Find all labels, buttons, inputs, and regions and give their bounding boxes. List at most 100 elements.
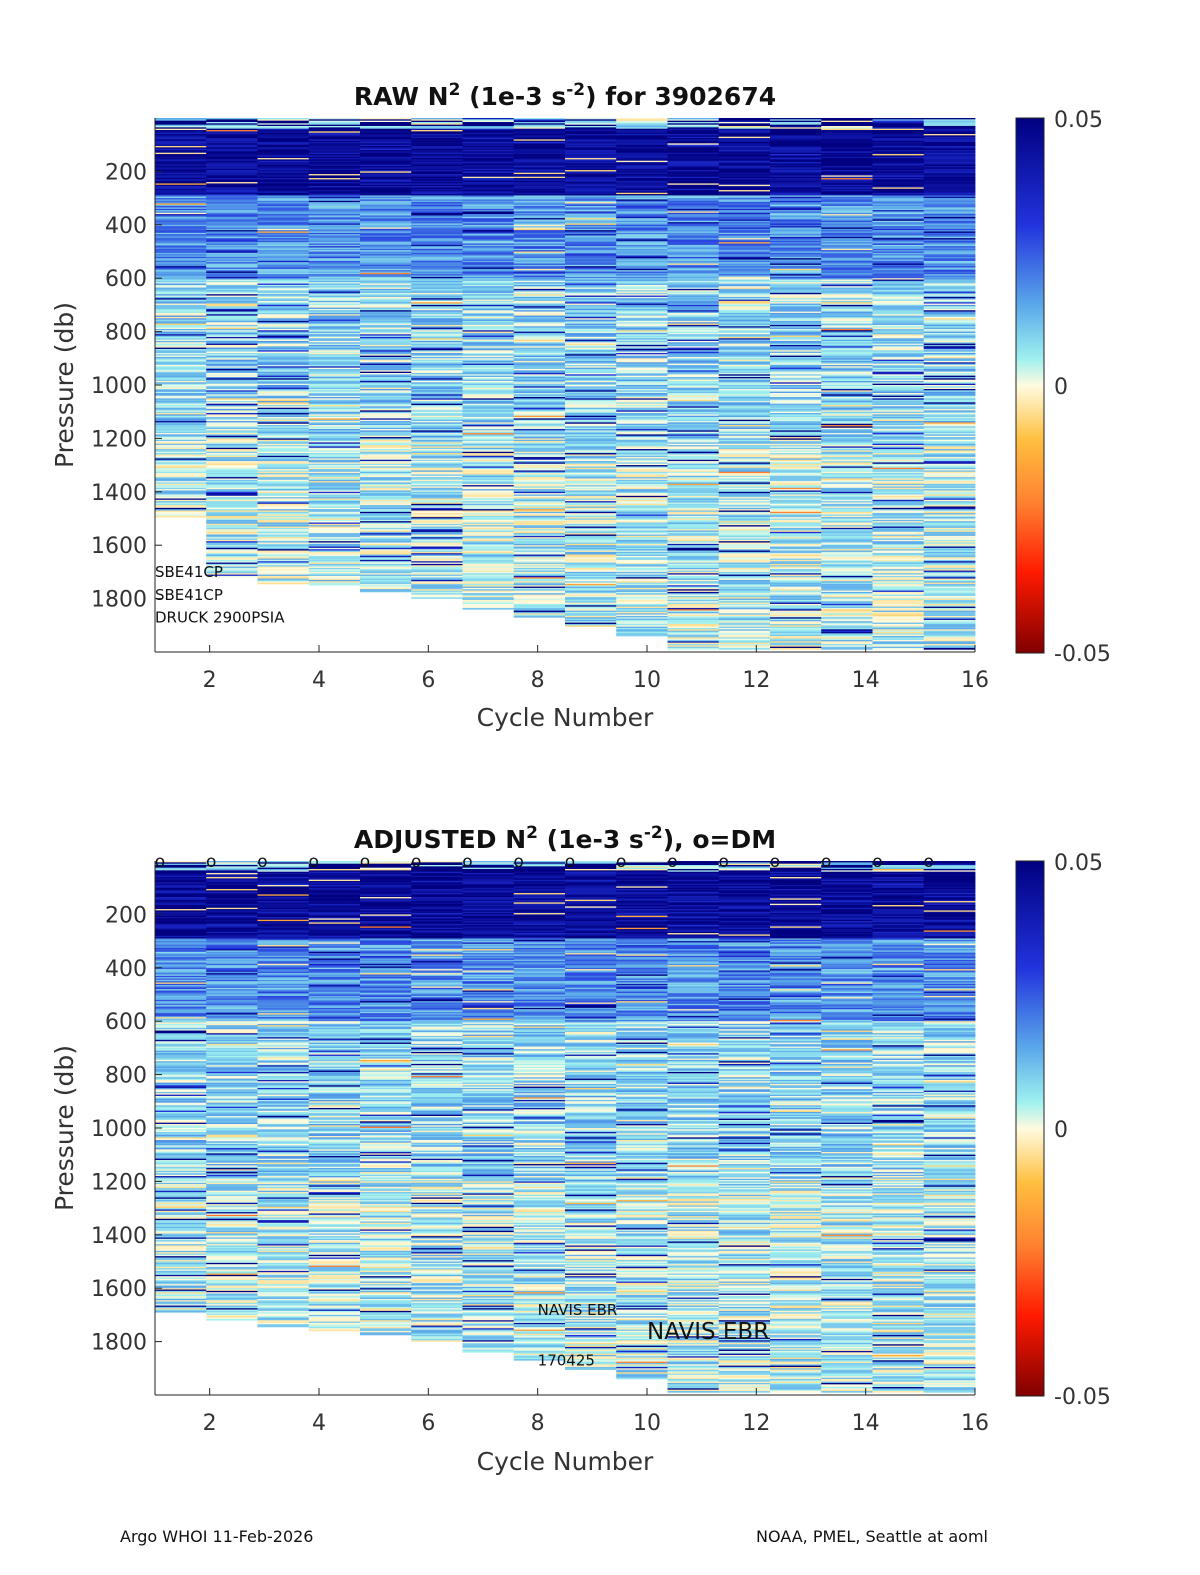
x-tick-label: 10 <box>633 1411 661 1436</box>
y-tick-label: 1200 <box>91 427 147 452</box>
y-tick-label: 600 <box>105 1010 147 1035</box>
raw-colorbar: 0.05 0 -0.05 <box>1015 108 1111 667</box>
dm-marker: o <box>257 852 267 872</box>
profile-column <box>155 861 207 1313</box>
profile-column <box>257 118 310 585</box>
profile-column <box>770 861 822 1393</box>
profile-column <box>257 861 310 1328</box>
profile-column <box>923 118 976 650</box>
adjusted-y-ticks: 200 400 600 800 1000 1200 1400 1600 1800 <box>91 903 162 1356</box>
dm-marker: o <box>411 852 421 872</box>
dm-marker: o <box>770 852 780 872</box>
x-tick-label: 2 <box>203 668 217 693</box>
dm-marker: o <box>719 852 729 872</box>
adjusted-panel: ADJUSTED N2 (1e-3 s-2), o=DM 2 4 6 8 10 12 14 1… <box>50 823 1111 1476</box>
adjusted-y-label: Pressure (db) <box>50 1045 79 1211</box>
dm-marker: o <box>565 852 575 872</box>
dm-marker: o <box>360 852 370 872</box>
adjusted-colorbar-tick-min: -0.05 <box>1054 1385 1111 1410</box>
instrument-annotation: NAVIS EBR <box>538 1301 618 1319</box>
x-tick-label: 14 <box>852 1411 880 1436</box>
instrument-annotation: 170425 <box>538 1352 595 1370</box>
adjusted-x-label: Cycle Number <box>477 1447 654 1476</box>
dm-marker: o <box>155 852 165 872</box>
y-tick-label: 1400 <box>91 481 147 506</box>
adjusted-heatmap <box>155 861 976 1393</box>
adjusted-colorbar-tick-max: 0.05 <box>1054 851 1103 876</box>
x-tick-label: 10 <box>633 668 661 693</box>
profile-column <box>308 118 361 586</box>
instrument-annotation: NAVIS EBR <box>647 1319 769 1345</box>
dm-marker: o <box>206 852 216 872</box>
x-tick-label: 16 <box>961 668 989 693</box>
footer-left: Argo WHOI 11-Feb-2026 <box>120 1527 313 1546</box>
profile-column <box>616 118 668 637</box>
adjusted-colorbar-scale <box>1015 860 1045 1397</box>
instrument-annotation: SBE41CP <box>155 586 223 604</box>
profile-column <box>821 861 873 1393</box>
dm-marker: o <box>667 852 677 872</box>
x-tick-label: 4 <box>312 1411 326 1436</box>
profile-column <box>616 861 668 1380</box>
instrument-annotation: SBE41CP <box>155 563 223 581</box>
y-tick-label: 400 <box>105 957 147 982</box>
instrument-annotation: DRUCK 2900PSIA <box>155 609 285 627</box>
y-tick-label: 800 <box>105 1064 147 1089</box>
y-tick-label: 1200 <box>91 1170 147 1195</box>
profile-column <box>565 861 617 1370</box>
y-tick-label: 800 <box>105 321 147 346</box>
x-tick-label: 8 <box>531 1411 545 1436</box>
raw-y-ticks: 200 400 600 800 1000 1200 1400 1600 1800 <box>91 160 162 613</box>
dm-marker: o <box>616 852 626 872</box>
raw-x-label: Cycle Number <box>477 703 654 732</box>
footer-right: NOAA, PMEL, Seattle at aoml <box>756 1527 988 1546</box>
y-tick-label: 1600 <box>91 1277 147 1302</box>
y-tick-label: 1800 <box>91 1331 147 1356</box>
y-tick-label: 200 <box>105 160 147 185</box>
raw-annotations: SBE41CP SBE41CP DRUCK 2900PSIA <box>155 563 285 626</box>
x-tick-label: 2 <box>203 1411 217 1436</box>
x-tick-label: 6 <box>421 668 435 693</box>
adjusted-x-ticks: 2 4 6 8 10 12 14 16 <box>203 1388 989 1436</box>
y-tick-label: 1000 <box>91 1117 147 1142</box>
raw-colorbar-tick-zero: 0 <box>1054 375 1068 400</box>
x-tick-label: 8 <box>531 668 545 693</box>
raw-x-ticks: 2 4 6 8 10 12 14 16 <box>203 645 989 693</box>
dm-marker: o <box>924 852 934 872</box>
x-tick-label: 6 <box>421 1411 435 1436</box>
x-tick-label: 12 <box>742 668 770 693</box>
x-tick-label: 4 <box>312 668 326 693</box>
adjusted-colorbar-tick-zero: 0 <box>1054 1118 1068 1143</box>
profile-column <box>667 861 720 1393</box>
dm-marker: o <box>821 852 831 872</box>
raw-heatmap <box>155 118 976 650</box>
y-tick-label: 1800 <box>91 588 147 613</box>
profile-column <box>411 118 463 599</box>
profile-column <box>206 861 258 1321</box>
raw-colorbar-tick-max: 0.05 <box>1054 108 1103 133</box>
adjusted-title: ADJUSTED N2 (1e-3 s-2), o=DM <box>354 823 776 854</box>
adjusted-annotations: NAVIS EBR NAVIS EBR 170425 <box>538 1301 770 1370</box>
profile-column <box>513 118 566 618</box>
profile-column <box>308 861 361 1332</box>
y-tick-label: 400 <box>105 214 147 239</box>
y-tick-label: 1600 <box>91 534 147 559</box>
raw-panel: RAW N2 (1e-3 s-2) for 3902674 2 4 6 8 10 12 14… <box>50 80 1111 732</box>
y-tick-label: 600 <box>105 267 147 292</box>
profile-column <box>462 861 515 1353</box>
dm-marker: o <box>872 852 882 872</box>
y-tick-label: 1000 <box>91 374 147 399</box>
profile-column <box>206 118 258 578</box>
raw-colorbar-scale <box>1015 117 1045 654</box>
raw-title: RAW N2 (1e-3 s-2) for 3902674 <box>354 80 776 111</box>
raw-y-label: Pressure (db) <box>50 302 79 468</box>
profile-column <box>872 118 925 650</box>
profile-column <box>667 118 720 650</box>
raw-colorbar-tick-min: -0.05 <box>1054 642 1111 667</box>
dm-marker: o <box>462 852 472 872</box>
profile-column <box>513 861 566 1361</box>
adjusted-colorbar: 0.05 0 -0.05 <box>1015 851 1111 1410</box>
dm-marker: o <box>309 852 319 872</box>
